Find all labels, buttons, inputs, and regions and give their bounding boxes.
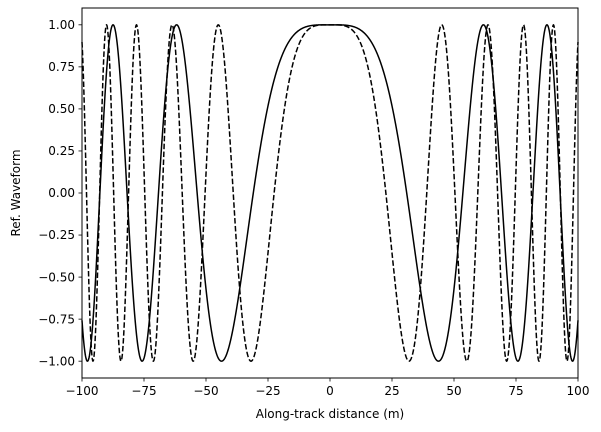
series-line-dashed	[81, 24, 579, 362]
y-tick-label: −1.00	[38, 354, 75, 368]
y-tick-label: 0.75	[48, 60, 75, 74]
x-tick-label: 25	[384, 384, 399, 398]
y-tick-label: 1.00	[48, 18, 75, 32]
y-tick-label: −0.75	[38, 312, 75, 326]
x-tick-label: −50	[193, 384, 218, 398]
x-axis-ticks: −100 −75 −50 −25 0 25 50 75 100	[66, 378, 590, 398]
series-layer	[81, 24, 579, 362]
y-tick-label: 0.00	[48, 186, 75, 200]
x-axis-label: Along-track distance (m)	[256, 407, 405, 421]
y-tick-label: −0.50	[38, 270, 75, 284]
x-tick-label: 0	[326, 384, 334, 398]
x-tick-label: 100	[567, 384, 590, 398]
x-tick-label: −25	[255, 384, 280, 398]
y-axis-ticks: −1.00 −0.75 −0.50 −0.25 0.00 0.25 0.50 0.75 1.00	[38, 18, 82, 368]
y-axis-label: Ref. Waveform	[9, 149, 23, 236]
y-tick-label: −0.25	[38, 228, 75, 242]
y-tick-label: 0.50	[48, 102, 75, 116]
y-tick-label: 0.25	[48, 144, 75, 158]
x-tick-label: −75	[131, 384, 156, 398]
x-tick-label: 75	[508, 384, 523, 398]
x-tick-label: 50	[446, 384, 461, 398]
plot-area	[82, 8, 578, 378]
x-tick-label: −100	[66, 384, 99, 398]
